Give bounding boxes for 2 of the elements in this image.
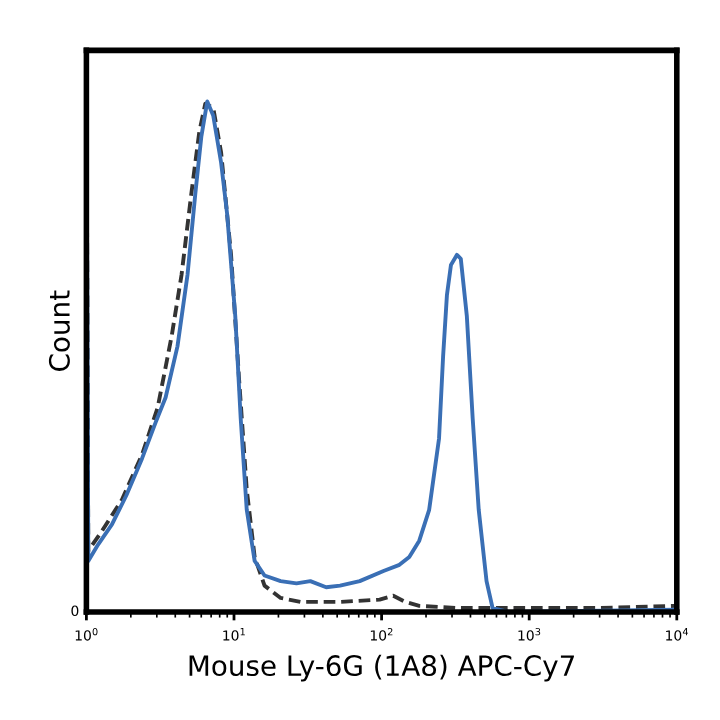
y-axis-title: Count [48,290,70,371]
x-axis-title: Mouse Ly-6G (1A8) APC-Cy7 [189,654,574,682]
